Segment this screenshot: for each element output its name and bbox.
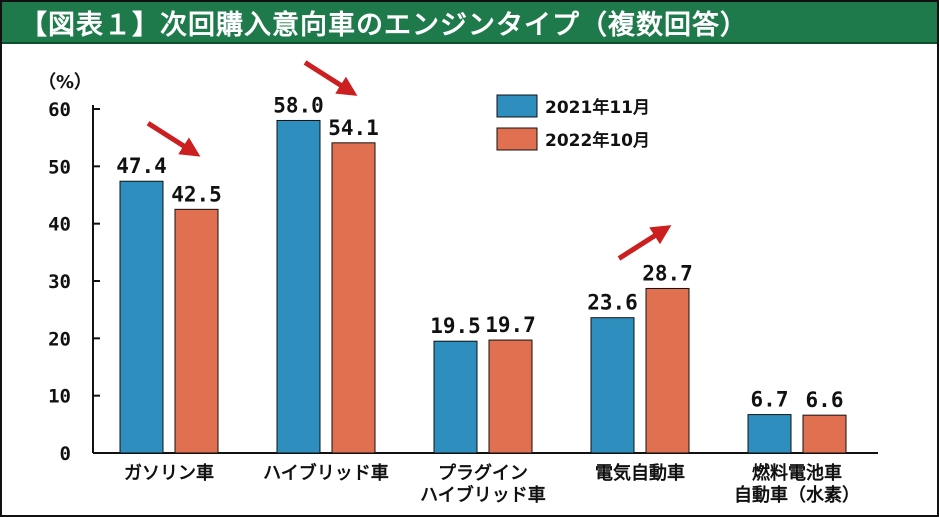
legend-label: 2021年11月	[545, 97, 650, 118]
y-tick-label: 10	[48, 386, 71, 408]
category-label: 自動車（水素）	[734, 484, 860, 506]
bar	[802, 414, 847, 454]
bar	[488, 339, 533, 454]
legend-label: 2022年10月	[545, 130, 650, 151]
category-label: 燃料電池車	[752, 462, 842, 484]
bar	[747, 414, 792, 454]
y-tick-label: 20	[48, 328, 71, 350]
category-label: ガソリン車	[124, 462, 214, 484]
category-label: プラグイン	[438, 462, 528, 484]
y-tick-label: 40	[48, 214, 71, 236]
bar-value-label: 19.7	[485, 313, 536, 337]
bar-value-label: 19.5	[430, 314, 481, 338]
bar	[331, 142, 376, 454]
bar-value-label: 58.0	[273, 93, 324, 117]
y-tick-label: 60	[48, 99, 71, 121]
category-label: 電気自動車	[595, 462, 685, 484]
y-tick-label: 30	[48, 271, 71, 293]
title-bar: 【図表１】次回購入意向車のエンジンタイプ（複数回答）	[2, 2, 937, 44]
trend-arrow-down	[303, 60, 358, 96]
bar	[433, 340, 478, 454]
bar	[590, 317, 635, 454]
category-label: ハイブリッド車	[420, 484, 546, 506]
bar-value-label: 6.7	[751, 388, 789, 412]
y-axis-unit-label: （%）	[38, 72, 92, 93]
bar-value-label: 23.6	[587, 291, 638, 315]
bar-value-label: 28.7	[642, 261, 693, 285]
bar-value-label: 54.1	[328, 116, 379, 140]
bar	[276, 119, 321, 454]
category-label: ハイブリッド車	[263, 462, 389, 484]
trend-arrow-up	[617, 225, 672, 261]
bar-value-label: 42.5	[171, 182, 222, 206]
bar-value-label: 47.4	[116, 154, 167, 178]
trend-arrow-down	[146, 121, 201, 157]
legend-swatch	[496, 94, 538, 118]
bar-value-label: 6.6	[806, 388, 844, 412]
bar	[174, 208, 219, 454]
y-tick-label: 0	[60, 443, 71, 465]
bar	[645, 287, 690, 454]
y-tick-label: 50	[48, 156, 71, 178]
bar	[119, 180, 164, 454]
legend-swatch	[496, 127, 538, 151]
chart-title: 【図表１】次回購入意向車のエンジンタイプ（複数回答）	[20, 9, 748, 41]
